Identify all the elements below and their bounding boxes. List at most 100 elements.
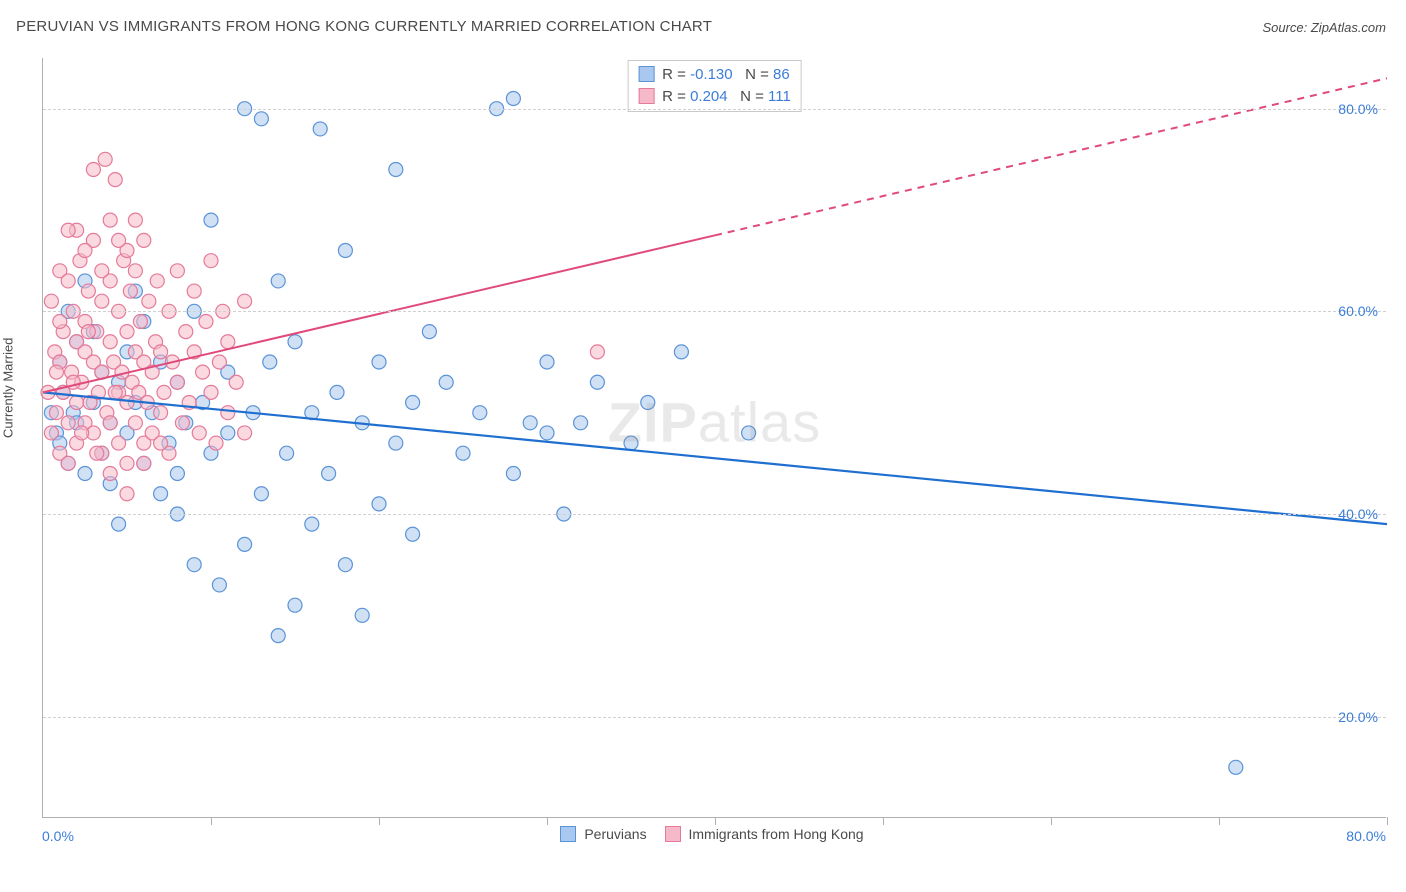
data-point xyxy=(406,396,420,410)
source-name: ZipAtlas.com xyxy=(1311,20,1386,35)
x-tick xyxy=(211,817,212,825)
data-point xyxy=(221,426,235,440)
data-point xyxy=(95,294,109,308)
data-point xyxy=(103,466,117,480)
legend-label: Immigrants from Hong Kong xyxy=(685,826,864,842)
stats-R-value: 0.204 xyxy=(690,88,728,105)
data-point xyxy=(742,426,756,440)
x-tick xyxy=(883,817,884,825)
data-point xyxy=(61,416,75,430)
stats-R-label: R = xyxy=(662,88,690,105)
x-tick xyxy=(1387,817,1388,825)
data-point xyxy=(120,325,134,339)
data-point xyxy=(624,436,638,450)
data-point xyxy=(288,335,302,349)
data-point xyxy=(75,426,89,440)
data-point xyxy=(112,517,126,531)
source-prefix: Source: xyxy=(1262,20,1310,35)
data-point xyxy=(221,406,235,420)
data-point xyxy=(187,558,201,572)
data-point xyxy=(78,466,92,480)
data-point xyxy=(103,335,117,349)
data-point xyxy=(473,406,487,420)
gridline xyxy=(43,311,1386,312)
data-point xyxy=(641,396,655,410)
data-point xyxy=(86,162,100,176)
scatter-svg xyxy=(43,58,1387,818)
gridline xyxy=(43,514,1386,515)
data-point xyxy=(49,365,63,379)
data-point xyxy=(372,355,386,369)
y-tick-label: 80.0% xyxy=(1338,101,1378,117)
data-point xyxy=(271,274,285,288)
data-point xyxy=(389,162,403,176)
data-point xyxy=(49,406,63,420)
data-point xyxy=(254,112,268,126)
y-tick-label: 20.0% xyxy=(1338,709,1378,725)
data-point xyxy=(238,537,252,551)
legend-label: Peruvians xyxy=(580,826,646,842)
data-point xyxy=(574,416,588,430)
legend-swatch xyxy=(560,826,576,842)
data-point xyxy=(229,375,243,389)
stats-R-label: R = xyxy=(662,66,690,83)
data-point xyxy=(154,487,168,501)
stats-R-value: -0.130 xyxy=(690,66,733,83)
data-point xyxy=(128,213,142,227)
data-point xyxy=(322,466,336,480)
data-point xyxy=(456,446,470,460)
data-point xyxy=(204,385,218,399)
data-point xyxy=(44,294,58,308)
trend-line-dashed xyxy=(715,78,1387,235)
stats-N-label: N = xyxy=(728,88,768,105)
data-point xyxy=(137,233,151,247)
gridline xyxy=(43,109,1386,110)
data-point xyxy=(212,355,226,369)
data-point xyxy=(439,375,453,389)
data-point xyxy=(120,396,134,410)
data-point xyxy=(506,466,520,480)
data-point xyxy=(540,426,554,440)
data-point xyxy=(112,233,126,247)
legend-bottom: Peruvians Immigrants from Hong Kong xyxy=(0,826,1406,842)
chart-title: PERUVIAN VS IMMIGRANTS FROM HONG KONG CU… xyxy=(16,18,712,35)
data-point xyxy=(157,385,171,399)
x-tick xyxy=(547,817,548,825)
data-point xyxy=(120,456,134,470)
data-point xyxy=(674,345,688,359)
data-point xyxy=(61,223,75,237)
data-point xyxy=(175,416,189,430)
data-point xyxy=(389,436,403,450)
data-point xyxy=(338,558,352,572)
data-point xyxy=(108,385,122,399)
data-point xyxy=(154,406,168,420)
data-point xyxy=(61,274,75,288)
data-point xyxy=(108,173,122,187)
data-point xyxy=(221,335,235,349)
stats-N-value: 111 xyxy=(768,88,791,105)
data-point xyxy=(112,436,126,450)
data-point xyxy=(44,426,58,440)
data-point xyxy=(506,92,520,106)
data-point xyxy=(179,325,193,339)
data-point xyxy=(98,152,112,166)
x-tick xyxy=(715,817,716,825)
data-point xyxy=(192,426,206,440)
data-point xyxy=(523,416,537,430)
data-point xyxy=(209,436,223,450)
data-point xyxy=(330,385,344,399)
data-point xyxy=(238,426,252,440)
data-point xyxy=(238,294,252,308)
data-point xyxy=(288,598,302,612)
data-point xyxy=(199,314,213,328)
stats-box: R = -0.130 N = 86R = 0.204 N = 111 xyxy=(627,60,802,112)
legend-swatch xyxy=(665,826,681,842)
source-label: Source: ZipAtlas.com xyxy=(1262,20,1386,35)
y-tick-label: 60.0% xyxy=(1338,303,1378,319)
data-point xyxy=(406,527,420,541)
data-point xyxy=(196,365,210,379)
stats-N-label: N = xyxy=(733,66,773,83)
x-tick xyxy=(1051,817,1052,825)
y-tick-label: 40.0% xyxy=(1338,506,1378,522)
stats-row: R = 0.204 N = 111 xyxy=(638,86,791,108)
